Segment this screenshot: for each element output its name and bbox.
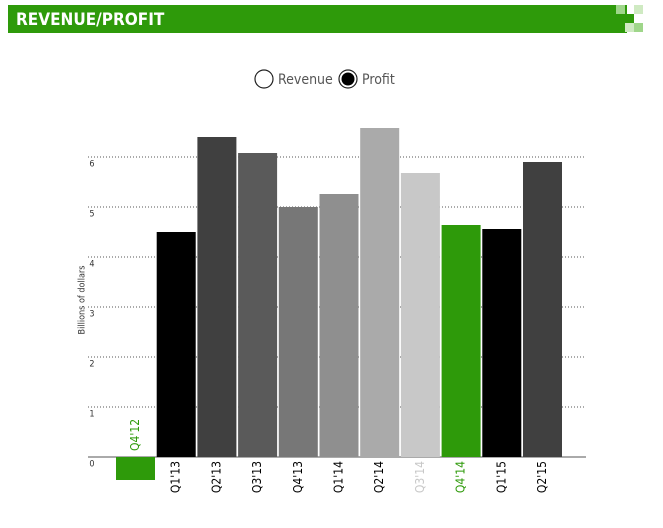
radio[interactable]: [254, 69, 274, 89]
y-tick-label: 4: [89, 260, 94, 270]
y-tick-label: 1: [89, 410, 94, 420]
bar: [482, 229, 522, 457]
x-tick-label: Q1'13: [169, 461, 183, 493]
bar: [523, 162, 562, 457]
bar: [197, 137, 237, 457]
bar: [238, 153, 278, 457]
header-bar: [8, 5, 627, 33]
bar: [400, 173, 440, 457]
x-tick-label: Q1'15: [494, 461, 508, 493]
radio-dot[interactable]: [341, 72, 355, 86]
bar: [116, 457, 155, 480]
bar: [441, 225, 481, 457]
y-tick-label: 0: [89, 460, 94, 470]
y-axis-label: Billions of dollars: [78, 266, 88, 335]
bar: [360, 128, 400, 457]
legend-option[interactable]: Revenue: [254, 69, 333, 89]
header-title: REVENUE/PROFIT: [16, 10, 165, 30]
y-tick-label: 3: [89, 310, 94, 320]
x-tick-label: Q2'15: [535, 461, 549, 493]
x-tick-label: Q3'13: [250, 461, 264, 493]
legend-label[interactable]: Revenue: [278, 72, 333, 88]
y-tick-label: 2: [89, 360, 94, 370]
legend-label[interactable]: Profit: [362, 72, 395, 88]
y-tick-label: 5: [89, 210, 94, 220]
x-tick-label: Q4'14: [454, 461, 468, 493]
legend: Revenue Profit: [254, 69, 395, 89]
x-tick-label: Q3'14: [413, 461, 427, 493]
legend-option[interactable]: Profit: [338, 69, 395, 89]
bar: [278, 207, 318, 457]
x-tick-label: Q4'12: [128, 419, 142, 451]
x-tick-label: Q4'13: [291, 461, 305, 493]
x-tick-label: Q2'13: [209, 461, 223, 493]
x-tick-label: Q1'14: [332, 461, 346, 493]
x-tick-label: Q2'14: [372, 461, 386, 493]
bar: [156, 232, 196, 457]
y-tick-label: 6: [89, 160, 94, 170]
header-decoration: [616, 5, 643, 32]
bar: [319, 194, 359, 457]
